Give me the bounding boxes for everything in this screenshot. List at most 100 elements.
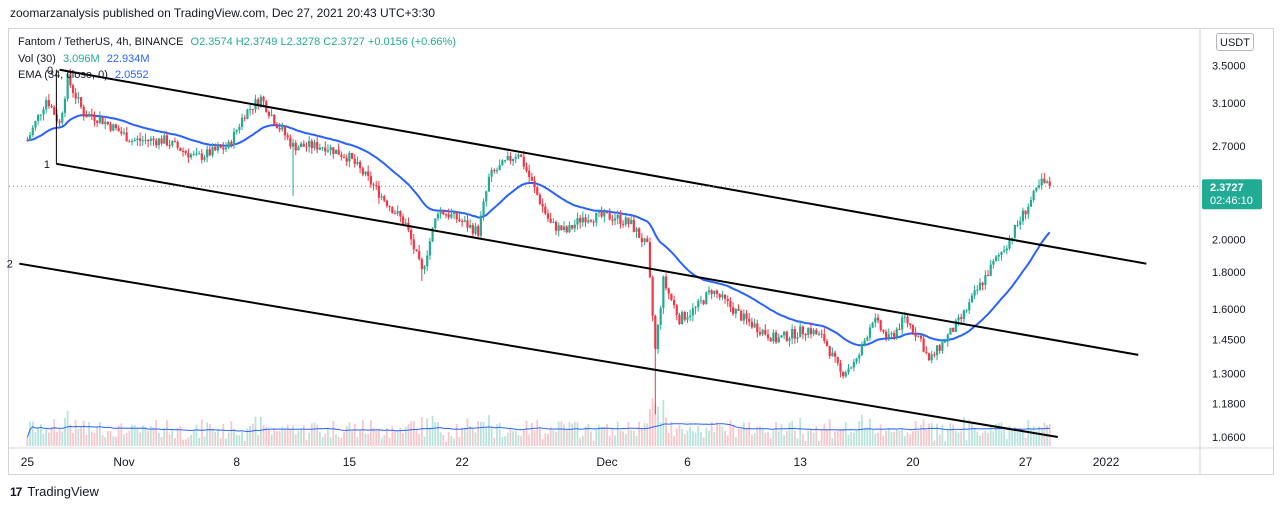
volume-bar — [533, 429, 536, 446]
volume-bar — [595, 429, 598, 446]
volume-bar — [938, 434, 941, 446]
volume-bar — [439, 432, 442, 446]
volume-bar — [179, 425, 182, 446]
candle-body — [756, 323, 759, 333]
volume-bar — [1016, 430, 1019, 446]
candle-body — [372, 184, 375, 186]
volume-bar — [289, 429, 292, 446]
volume-bar — [560, 421, 563, 446]
legend-ema-value: 2.0552 — [114, 69, 149, 81]
candle-body — [895, 328, 898, 337]
candle-body — [656, 324, 660, 350]
chart-frame — [8, 28, 1274, 475]
candle-body — [764, 329, 767, 335]
candle-body — [651, 277, 654, 316]
volume-bar — [144, 426, 147, 446]
volume-bar — [745, 427, 748, 446]
volume-bar — [324, 433, 327, 446]
candle-body — [463, 220, 466, 222]
volume-bar — [525, 420, 528, 446]
candle-body — [683, 311, 686, 320]
candle-body — [544, 206, 547, 214]
volume-bar — [587, 423, 590, 446]
candle-body — [640, 238, 643, 243]
candle-body — [1013, 225, 1016, 238]
legend-symbol[interactable]: Fantom / TetherUS, 4h, BINANCE — [18, 36, 184, 48]
volume-bar — [847, 434, 850, 446]
candle-body — [707, 290, 711, 293]
candle-body — [549, 218, 552, 223]
candle-body — [957, 317, 960, 321]
volume-bar — [305, 439, 308, 446]
candle-body — [938, 345, 941, 351]
candle-body — [168, 145, 171, 147]
candle-body — [893, 333, 896, 337]
volume-bar — [852, 432, 855, 446]
candle-body — [324, 147, 327, 152]
volume-bar — [850, 432, 853, 446]
currency-unit-button[interactable]: USDT — [1216, 33, 1254, 51]
volume-bar — [426, 418, 429, 446]
candle-body — [85, 116, 88, 118]
candle-body — [579, 218, 582, 223]
candle-body — [273, 114, 276, 125]
candle-body — [1019, 221, 1022, 225]
volume-bar — [471, 428, 474, 446]
volume-bar — [968, 419, 971, 446]
time-tick-label: 22 — [455, 455, 469, 469]
candle-body — [240, 117, 244, 127]
channel-line-upper[interactable] — [59, 68, 1147, 265]
volume-bar — [152, 427, 155, 446]
volume-bar — [53, 419, 56, 446]
volume-bar — [804, 440, 807, 446]
candle-body — [740, 310, 743, 321]
volume-bar — [198, 437, 201, 446]
volume-bar — [1032, 426, 1035, 446]
legend-volume-row[interactable]: Vol (30) 3.096M 22.934M — [18, 53, 154, 65]
volume-bar — [718, 425, 721, 446]
volume-bar — [262, 425, 265, 446]
volume-bar — [461, 427, 463, 446]
candle-body — [654, 315, 657, 350]
candle-body — [377, 185, 381, 198]
candle-body — [793, 328, 796, 339]
candle-body — [125, 132, 128, 142]
footer-brand[interactable]: 17 TradingView — [10, 484, 99, 499]
volume-bar — [724, 430, 726, 446]
volume-bar — [123, 434, 125, 446]
volume-bar — [101, 435, 104, 446]
volume-bar — [769, 438, 772, 446]
candle-body — [648, 242, 652, 278]
candle-body — [643, 238, 646, 243]
volume-bar — [98, 421, 101, 446]
volume-bar — [243, 440, 246, 446]
candle-body — [976, 289, 979, 291]
volume-bar — [50, 426, 53, 446]
volume-bar — [751, 434, 753, 446]
legend-symbol-row[interactable]: Fantom / TetherUS, 4h, BINANCE O2.3574 H… — [18, 36, 460, 48]
candle-body — [874, 317, 877, 323]
candle-body — [249, 108, 252, 110]
volume-bar — [249, 425, 252, 446]
candle-body — [206, 149, 209, 158]
candle-body — [423, 266, 426, 270]
channel-line-lower[interactable] — [19, 262, 1058, 438]
candle-body — [334, 149, 338, 154]
volume-bar — [509, 428, 512, 446]
candle-body — [455, 211, 458, 220]
channel-line-middle[interactable] — [56, 162, 1139, 356]
volume-bar — [740, 428, 743, 446]
candle-body — [638, 228, 641, 239]
candle-body — [200, 153, 203, 160]
candle-body — [944, 341, 947, 343]
candle-body — [375, 185, 378, 187]
volume-bar — [343, 432, 345, 446]
candle-body — [469, 224, 472, 228]
channel-level-label: 1 — [44, 159, 50, 171]
legend-ema-row[interactable]: EMA (34, close, 0) 2.0552 — [18, 69, 153, 81]
candle-body — [538, 194, 542, 204]
candle-body — [1003, 250, 1006, 252]
candle-body — [104, 121, 107, 124]
candle-body — [992, 260, 995, 265]
